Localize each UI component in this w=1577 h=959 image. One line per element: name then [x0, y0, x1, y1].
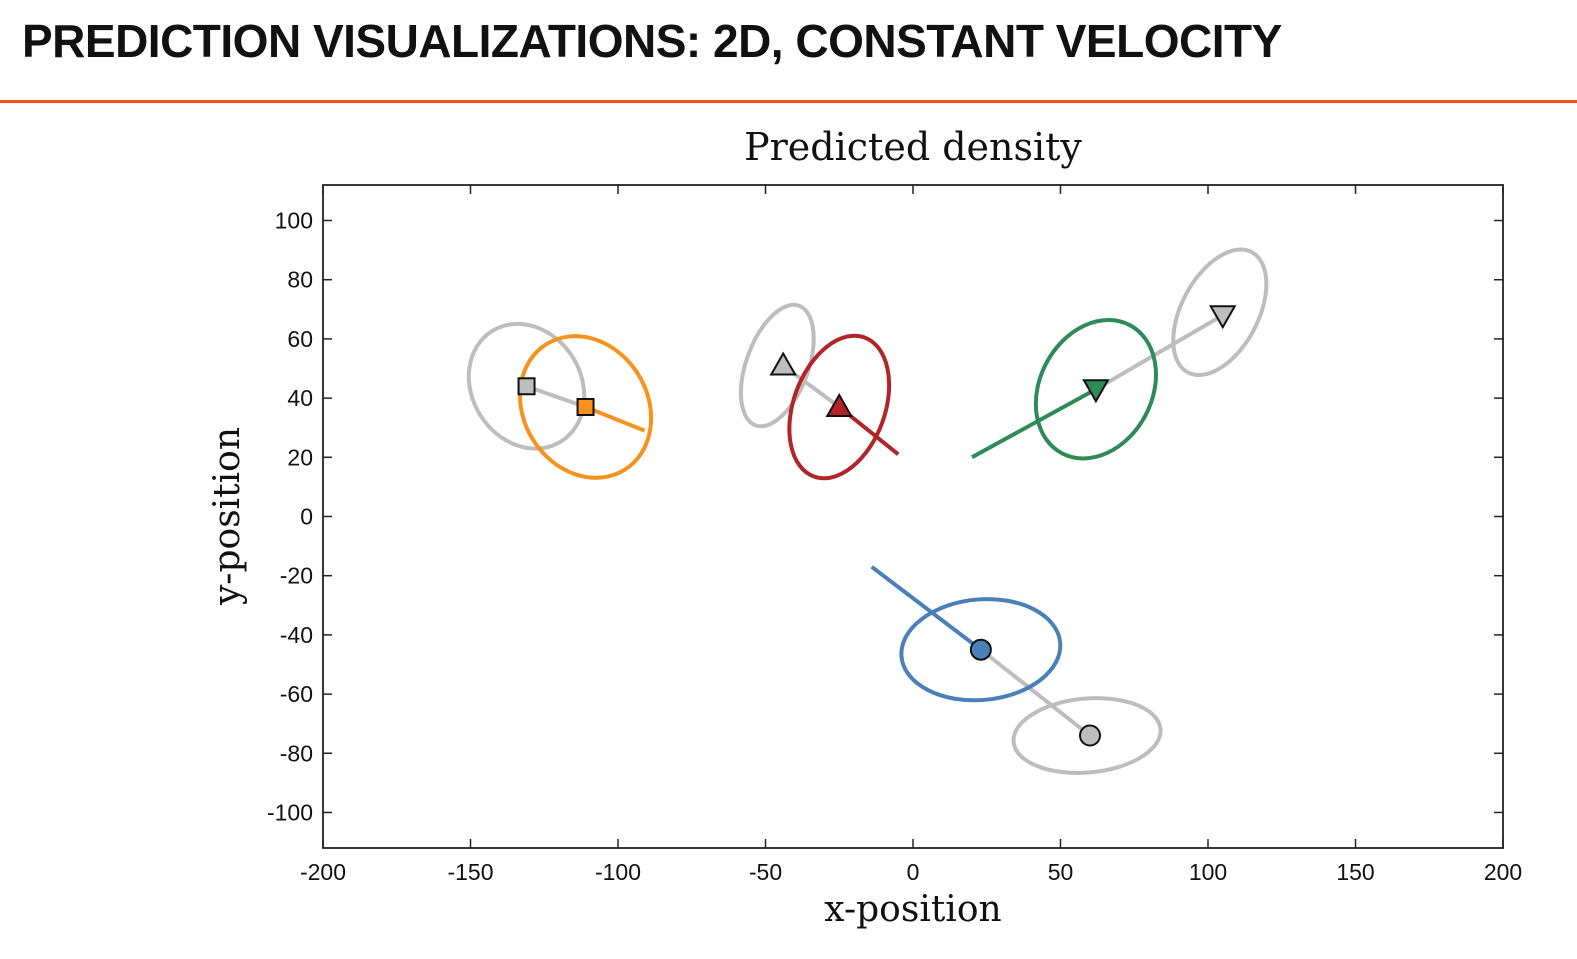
y-tick-label: 40	[287, 385, 313, 411]
y-tick-label: -80	[280, 740, 313, 766]
velocity-line	[870, 565, 983, 652]
predicted-marker	[825, 392, 853, 417]
y-tick-label: 20	[287, 444, 313, 470]
prior-ellipse	[1011, 696, 1163, 775]
x-tick-label: 50	[1048, 859, 1074, 885]
y-axis-label: y-position	[207, 427, 248, 606]
prior-marker	[517, 377, 536, 396]
prior-marker	[1209, 305, 1237, 330]
velocity-line	[584, 405, 646, 433]
velocity-line	[971, 387, 1097, 460]
prior-ellipse	[466, 321, 587, 451]
prior-marker	[769, 351, 797, 376]
chart-title: Predicted density	[744, 125, 1082, 169]
predicted-ellipse	[787, 333, 892, 481]
y-tick-label: 80	[287, 267, 313, 293]
y-tick-label: 60	[287, 326, 313, 352]
slide-title: PREDICTION VISUALIZATIONS: 2D, CONSTANT …	[22, 15, 1282, 67]
prior-trajectory-line	[525, 384, 587, 409]
y-tick-label: -60	[280, 681, 313, 707]
predicted-marker	[1082, 379, 1110, 404]
predicted-ellipse	[1033, 318, 1158, 461]
predicted-marker	[576, 397, 595, 416]
y-tick-label: -40	[280, 622, 313, 648]
y-tick-label: -20	[280, 563, 313, 589]
title-underline	[0, 100, 1577, 103]
x-tick-label: -50	[749, 859, 782, 885]
predicted-marker	[969, 638, 992, 661]
x-tick-label: 0	[907, 859, 920, 885]
predicted-ellipse	[517, 334, 654, 480]
x-tick-label: 100	[1189, 859, 1227, 885]
axes-box	[322, 184, 1504, 849]
x-tick-label: 200	[1484, 859, 1522, 885]
predicted-ellipse	[899, 597, 1063, 703]
y-tick-label: 0	[300, 504, 313, 530]
x-tick-label: -100	[595, 859, 641, 885]
prior-trajectory-line	[1094, 313, 1224, 391]
prior-trajectory-line	[979, 648, 1092, 738]
prior-marker	[1079, 724, 1101, 747]
y-tick-label: 100	[275, 208, 313, 234]
x-tick-label: -200	[300, 859, 346, 885]
plot-area	[466, 247, 1269, 775]
prior-ellipse	[1171, 247, 1269, 378]
x-axis-label: x-position	[824, 889, 1001, 930]
y-tick-label: -100	[267, 799, 313, 825]
prior-ellipse	[738, 302, 816, 429]
x-tick-label: -150	[447, 859, 493, 885]
axis-ticks: -200 -150 -100 -50 0 50 100 150 200-100-80-60-40…	[267, 185, 1522, 885]
x-tick-label: 150	[1336, 859, 1374, 885]
